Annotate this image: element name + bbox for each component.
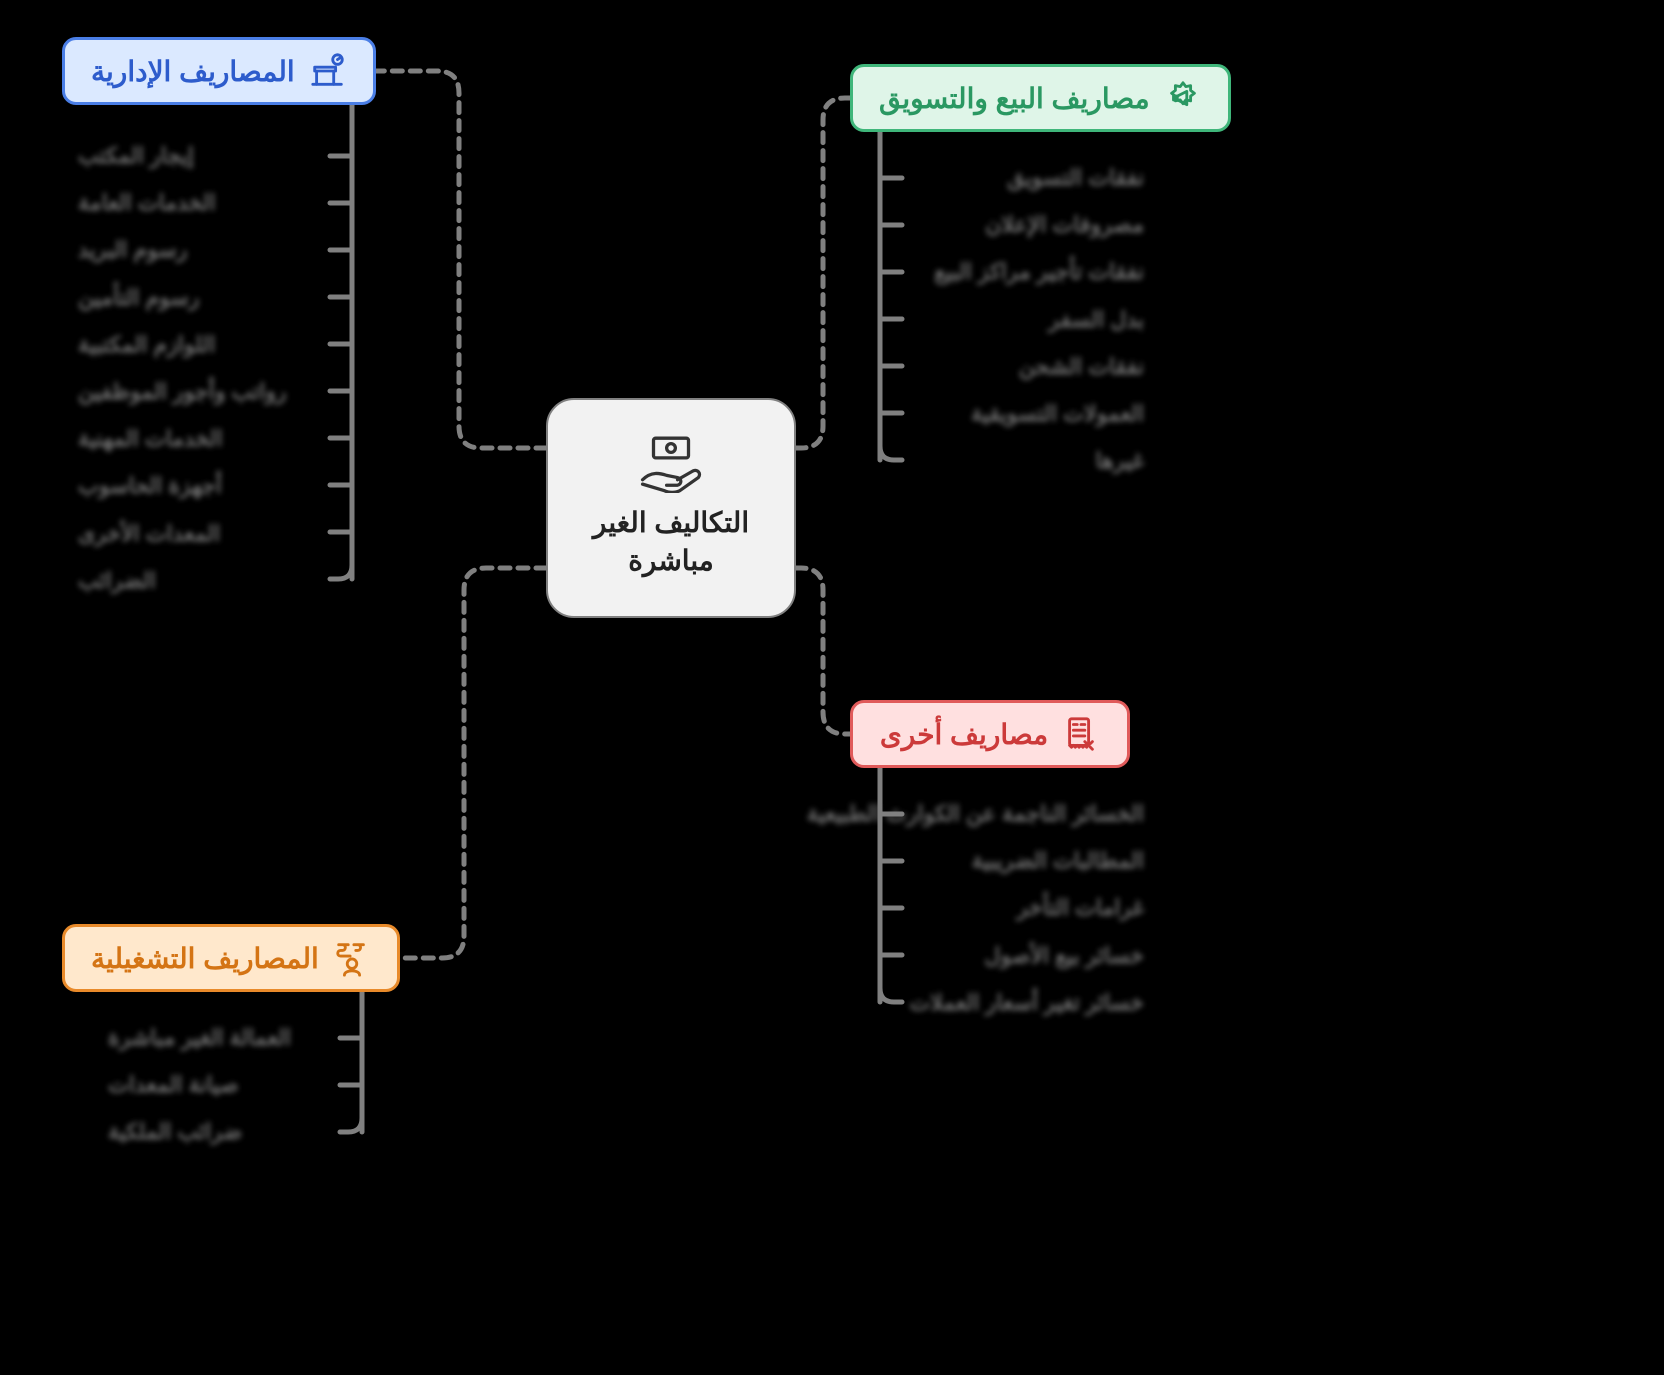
branch-admin-item: الخدمات المهنية bbox=[48, 421, 348, 456]
branch-admin-item: اللوازم المكتبية bbox=[48, 327, 348, 362]
branch-operational-box: المصاريف التشغيلية bbox=[62, 924, 400, 992]
center-node-label: التكاليف الغير مباشرة bbox=[568, 504, 774, 580]
branch-admin-item: الخدمات العامة bbox=[48, 185, 348, 220]
branch-sales-item: غيرها bbox=[874, 443, 1174, 478]
mindmap-canvas: التكاليف الغير مباشرة المصاريف الإدارية إ… bbox=[0, 0, 1664, 1375]
branch-sales-items: نفقات التسويق مصروفات الإعلان نفقات تأجير … bbox=[874, 160, 1174, 478]
branch-admin-items: إيجار المكتب الخدمات العامة رسوم البريد رسو… bbox=[48, 138, 348, 598]
branch-sales-item: مصروفات الإعلان bbox=[874, 207, 1174, 242]
branch-admin-item: رواتب وأجور الموظفين bbox=[48, 374, 348, 409]
branch-other-item: خسائر بيع الأصول bbox=[874, 938, 1174, 973]
branch-operational-item: ضرائب الملكية bbox=[78, 1114, 378, 1149]
branch-admin-item: الضرائب bbox=[48, 563, 348, 598]
branch-other-items: الخسائر الناجمة عن الكوارث الطبيعية المطا… bbox=[874, 796, 1174, 1020]
branch-sales-item: نفقات التسويق bbox=[874, 160, 1174, 195]
center-node: التكاليف الغير مباشرة bbox=[546, 398, 796, 618]
megaphone-icon bbox=[1164, 79, 1202, 117]
branch-sales-item: نفقات الشحن bbox=[874, 349, 1174, 384]
branch-sales-item: العمولات التسويقية bbox=[874, 396, 1174, 431]
branch-admin-label: المصاريف الإدارية bbox=[91, 55, 295, 88]
branch-operational-items: العمالة الغير مباشرة صيانة المعدات ضرائب ا… bbox=[78, 1020, 378, 1150]
branch-other-item: المطالبات الضريبية bbox=[874, 843, 1174, 878]
branch-sales-box: مصاريف البيع والتسويق bbox=[850, 64, 1231, 132]
branch-other-item: الخسائر الناجمة عن الكوارث الطبيعية bbox=[874, 796, 1174, 831]
branch-admin-item: المعدات الأخرى bbox=[48, 516, 348, 551]
branch-sales-item: نفقات تأجير مراكز البيع bbox=[874, 254, 1174, 289]
desk-icon bbox=[309, 52, 347, 90]
money-hand-icon bbox=[636, 436, 706, 492]
branch-sales-label: مصاريف البيع والتسويق bbox=[879, 82, 1150, 115]
branch-other-label: مصاريف أخرى bbox=[880, 718, 1048, 751]
branch-sales-item: بدل السفر bbox=[874, 302, 1174, 337]
branch-other-item: غرامات التأخر bbox=[874, 890, 1174, 925]
branch-admin-item: أجهزة الحاسوب bbox=[48, 468, 348, 503]
branch-operational-label: المصاريف التشغيلية bbox=[91, 942, 319, 975]
person-money-icon bbox=[333, 939, 371, 977]
branch-admin-box: المصاريف الإدارية bbox=[62, 37, 376, 105]
branch-operational-item: العمالة الغير مباشرة bbox=[78, 1020, 378, 1055]
branch-admin-item: رسوم التأمين bbox=[48, 280, 348, 315]
branch-other-item: خسائر تغير أسعار العملات bbox=[874, 985, 1174, 1020]
receipt-icon bbox=[1062, 715, 1100, 753]
branch-admin-item: إيجار المكتب bbox=[48, 138, 348, 173]
branch-other-box: مصاريف أخرى bbox=[850, 700, 1130, 768]
branch-operational-item: صيانة المعدات bbox=[78, 1067, 378, 1102]
branch-admin-item: رسوم البريد bbox=[48, 232, 348, 267]
